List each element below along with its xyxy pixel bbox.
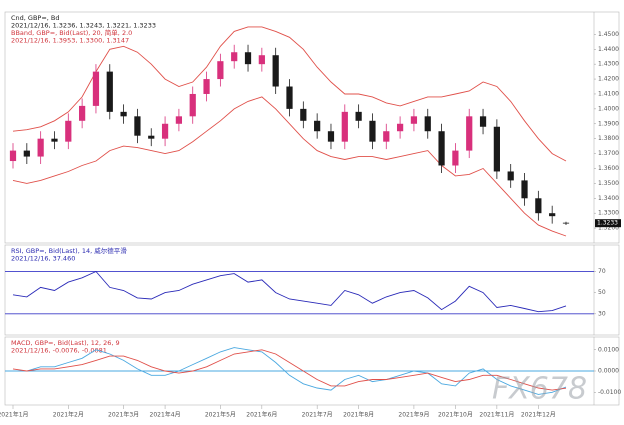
x-tick-label: 2021年4月 — [150, 411, 181, 419]
series-line — [12, 96, 567, 237]
x-tick-label: 2021年2月 — [53, 411, 84, 419]
panel-frame — [4, 244, 620, 336]
panel-legend: MACD, GBP=, Bid(Last), 12, 26, 9 — [11, 339, 120, 347]
candle-body — [106, 71, 113, 112]
candle-body — [161, 123, 169, 139]
x-tick-label: 2021年8月 — [343, 411, 374, 419]
candle-body — [9, 150, 17, 162]
candle-body — [410, 116, 418, 124]
candle-body — [493, 126, 500, 172]
candle-body — [507, 171, 514, 181]
y-tick-label: 1.4100 — [598, 90, 619, 97]
candle-body — [272, 55, 279, 87]
candle-body — [562, 222, 570, 224]
panel-legend: 2021/12/16, -0.0076, -0.0081 — [11, 347, 107, 355]
candle-body — [327, 131, 335, 142]
y-tick-label: 1.3300 — [598, 210, 619, 217]
candle-body — [466, 116, 473, 151]
candle-body — [341, 111, 348, 142]
candle-body — [134, 116, 141, 136]
candle-body — [79, 105, 86, 121]
candle-body — [175, 116, 183, 124]
y-tick-label: 1.3900 — [598, 120, 619, 127]
candle-body — [355, 111, 362, 121]
watermark: FX678 — [492, 372, 587, 407]
x-tick-label: 2021年3月 — [108, 411, 139, 419]
panel-legend: 2021/12/16, 37.460 — [11, 255, 75, 263]
y-tick-label: 30 — [598, 310, 606, 317]
candle-body — [92, 71, 100, 106]
y-tick-label: 1.3800 — [598, 135, 619, 142]
candle-body — [314, 120, 321, 132]
panel-legend: 2021/12/16, 1.3236, 1.3243, 1.3221, 1.32… — [11, 22, 156, 30]
candle-body — [203, 79, 210, 94]
candle-body — [37, 138, 44, 157]
panel-frame — [4, 11, 620, 244]
panel-legend: Cnd, GBP=, Bd — [11, 14, 60, 22]
candle-body — [189, 93, 196, 117]
candle-body — [396, 123, 404, 132]
x-tick-label: 2021年9月 — [398, 411, 429, 419]
candle-body — [300, 108, 307, 121]
candle-body — [23, 150, 30, 157]
y-tick-label: 1.4000 — [598, 105, 619, 112]
y-tick-label: 50 — [598, 289, 606, 296]
candle-body — [51, 138, 58, 142]
y-tick-label: 1.3400 — [598, 195, 619, 202]
series-line — [12, 26, 567, 162]
candle-body — [438, 131, 445, 166]
y-tick-label: 0.0100 — [598, 346, 619, 353]
y-tick-label: 1.4400 — [598, 46, 619, 53]
y-tick-label: 70 — [598, 268, 606, 275]
price-tag-label: 1.3233 — [597, 220, 618, 227]
x-tick-label: 2021年5月 — [205, 411, 236, 419]
candle-body — [521, 180, 528, 199]
panel-legend: RSI, GBP=, Bid(Last), 14, 威尔德平滑 — [11, 246, 127, 255]
candle-body — [65, 120, 72, 142]
price-tag — [595, 219, 621, 228]
x-tick-label: 2021年12月 — [521, 411, 556, 419]
candle-body — [424, 116, 431, 132]
panel-legend: 2021/12/16, 1.3953, 1.3300, 1.3147 — [11, 37, 129, 45]
candle-body — [549, 213, 556, 217]
y-tick-label: 1.3700 — [598, 150, 619, 157]
x-tick-label: 2021年7月 — [302, 411, 333, 419]
y-tick-label: -0.0100 — [598, 389, 621, 396]
x-tick-label: 2021年1月 — [0, 411, 29, 419]
y-tick-label: 1.4500 — [598, 31, 619, 38]
x-tick-label: 2021年6月 — [246, 411, 277, 419]
y-tick-label: 0.0000 — [598, 368, 619, 375]
y-tick-label: 1.3200 — [598, 225, 619, 232]
candle-body — [479, 116, 487, 127]
candle-body — [383, 131, 390, 142]
y-tick-label: 1.3500 — [598, 180, 619, 187]
y-tick-label: 1.4200 — [598, 76, 619, 83]
series-line — [12, 349, 567, 391]
candle-body — [148, 135, 155, 139]
candle-body — [231, 52, 238, 62]
candle-body — [452, 150, 459, 166]
series-line — [12, 270, 567, 313]
x-tick-label: 2021年11月 — [479, 411, 514, 419]
y-tick-label: 1.3600 — [598, 165, 619, 172]
candle-body — [258, 55, 265, 65]
candle-body — [535, 198, 542, 214]
x-tick-label: 2021年10月 — [438, 411, 473, 419]
candle-body — [286, 86, 293, 109]
panel-legend: BBand, GBP=, Bid(Last), 20, 简单, 2.0 — [11, 28, 132, 37]
candle-body — [217, 61, 224, 80]
y-tick-label: 1.4300 — [598, 61, 619, 68]
candle-body — [120, 111, 127, 117]
candle-body — [369, 120, 376, 142]
series-line — [13, 347, 567, 395]
candle-body — [244, 52, 252, 65]
